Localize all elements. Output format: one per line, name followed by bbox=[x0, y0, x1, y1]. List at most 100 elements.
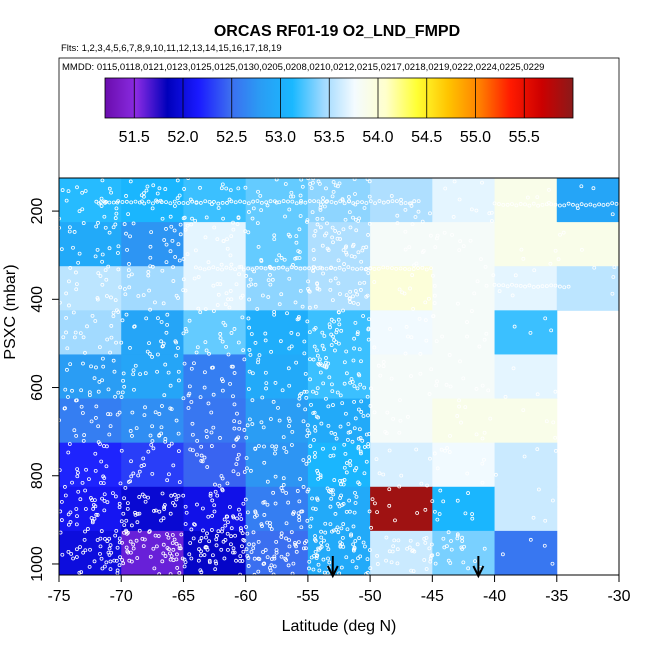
observation-point bbox=[315, 498, 320, 502]
observation-point bbox=[119, 448, 124, 453]
observation-point bbox=[111, 310, 116, 315]
observation-point bbox=[100, 282, 105, 287]
observation-point bbox=[338, 199, 343, 204]
observation-point bbox=[286, 199, 290, 204]
observation-point bbox=[59, 518, 64, 522]
observation-point bbox=[296, 332, 300, 337]
observation-point bbox=[316, 199, 321, 204]
observation-point bbox=[338, 478, 342, 483]
observation-point bbox=[291, 194, 296, 199]
observation-point bbox=[591, 186, 596, 191]
observation-point bbox=[335, 236, 340, 241]
observation-point bbox=[126, 480, 131, 484]
observation-point bbox=[198, 201, 203, 205]
observation-point bbox=[207, 558, 212, 563]
observation-point bbox=[422, 558, 427, 562]
observation-point bbox=[81, 335, 86, 340]
observation-point bbox=[94, 224, 99, 229]
observation-point bbox=[544, 202, 549, 207]
colorbar-tick-label: 55.5 bbox=[509, 129, 540, 146]
observation-point bbox=[221, 320, 226, 325]
observation-point bbox=[378, 373, 383, 378]
observation-point bbox=[211, 392, 216, 397]
observation-point bbox=[313, 450, 317, 455]
observation-point bbox=[322, 334, 327, 338]
observation-point bbox=[128, 429, 133, 433]
observation-point bbox=[148, 307, 152, 312]
observation-point bbox=[428, 233, 433, 238]
observation-point bbox=[211, 265, 216, 270]
observation-point bbox=[231, 550, 235, 555]
observation-point bbox=[184, 329, 189, 334]
observation-point bbox=[372, 267, 377, 271]
observation-point bbox=[290, 443, 294, 447]
observation-point bbox=[220, 379, 225, 384]
observation-point bbox=[455, 414, 460, 418]
observation-point bbox=[78, 545, 82, 549]
observation-point bbox=[628, 204, 631, 207]
observation-point bbox=[268, 199, 273, 204]
observation-point bbox=[357, 281, 362, 286]
observation-point bbox=[310, 496, 314, 501]
observation-point bbox=[257, 353, 262, 358]
observation-point bbox=[229, 364, 234, 369]
observation-point bbox=[130, 434, 134, 438]
observation-point bbox=[121, 561, 126, 566]
observation-point bbox=[255, 221, 260, 226]
observation-point bbox=[208, 491, 213, 496]
observation-point bbox=[187, 552, 192, 557]
observation-point bbox=[297, 396, 302, 401]
observation-point bbox=[329, 430, 334, 435]
observation-point bbox=[299, 199, 303, 203]
observation-point bbox=[255, 199, 260, 203]
observation-point bbox=[416, 209, 421, 214]
observation-point bbox=[147, 351, 152, 356]
observation-point bbox=[98, 544, 103, 549]
heatmap-cell bbox=[307, 530, 371, 575]
observation-point bbox=[344, 349, 349, 354]
observation-point bbox=[114, 558, 119, 563]
observation-point bbox=[236, 186, 241, 191]
observation-point bbox=[290, 571, 295, 575]
observation-point bbox=[119, 395, 124, 399]
observation-point bbox=[273, 501, 278, 506]
observation-point bbox=[59, 509, 63, 514]
x-tick-label: -55 bbox=[296, 588, 319, 605]
observation-point bbox=[375, 553, 380, 558]
observation-point bbox=[102, 564, 107, 569]
observation-point bbox=[208, 493, 213, 498]
observation-point bbox=[226, 352, 231, 357]
observation-point bbox=[182, 361, 187, 366]
observation-point bbox=[369, 386, 373, 391]
observation-point bbox=[98, 274, 103, 278]
observation-point bbox=[132, 387, 136, 392]
observation-point bbox=[218, 436, 222, 440]
observation-point bbox=[365, 178, 370, 182]
observation-point bbox=[492, 201, 497, 206]
observation-point bbox=[328, 504, 333, 509]
observation-point bbox=[163, 437, 168, 441]
observation-point bbox=[433, 561, 438, 566]
observation-point bbox=[269, 563, 274, 568]
observation-point bbox=[336, 530, 341, 535]
observation-point bbox=[126, 268, 131, 273]
observation-point bbox=[133, 363, 138, 368]
observation-point bbox=[192, 522, 197, 527]
observation-point bbox=[336, 258, 341, 263]
observation-point bbox=[399, 201, 404, 206]
observation-point bbox=[174, 497, 179, 502]
observation-point bbox=[256, 245, 261, 249]
observation-point bbox=[177, 571, 182, 575]
observation-point bbox=[244, 456, 249, 460]
observation-point bbox=[491, 273, 496, 278]
observation-point bbox=[107, 230, 112, 235]
observation-point bbox=[64, 330, 68, 335]
observation-point bbox=[341, 502, 346, 506]
observation-point bbox=[83, 548, 88, 553]
observation-point bbox=[296, 540, 301, 545]
observation-point bbox=[150, 206, 155, 211]
observation-point bbox=[199, 549, 203, 554]
observation-point bbox=[87, 390, 92, 395]
observation-point bbox=[251, 530, 256, 535]
observation-point bbox=[245, 531, 250, 536]
